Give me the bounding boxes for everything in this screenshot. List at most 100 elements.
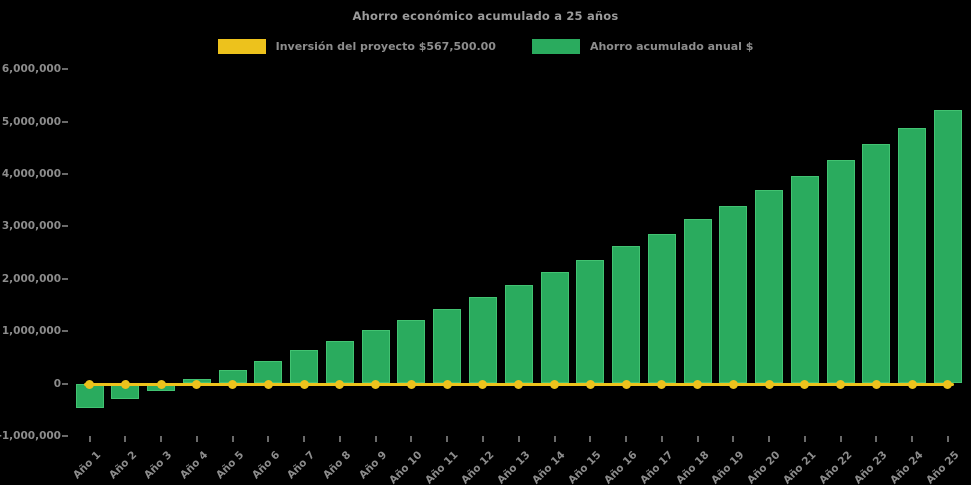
line-marker xyxy=(943,380,953,389)
line-marker xyxy=(585,380,595,389)
x-tick-mark xyxy=(660,436,663,442)
x-tick-mark xyxy=(160,436,163,442)
x-tick-mark xyxy=(481,436,484,442)
x-tick-label: Año 6 xyxy=(249,449,282,482)
y-tick-mark xyxy=(62,330,68,333)
line-marker xyxy=(228,380,238,389)
line-marker xyxy=(800,380,810,389)
x-tick-mark xyxy=(338,436,341,442)
x-tick-label: Año 24 xyxy=(888,449,926,485)
x-tick-label: Año 12 xyxy=(458,449,497,485)
x-tick-mark xyxy=(732,436,735,442)
x-tick-mark xyxy=(231,436,234,442)
bar xyxy=(862,144,891,384)
chart-title: Ahorro económico acumulado a 25 años xyxy=(352,9,619,23)
y-tick-mark xyxy=(62,172,68,175)
line-marker xyxy=(907,380,917,389)
bar xyxy=(826,160,855,384)
x-tick-label: Año 17 xyxy=(637,449,676,485)
x-tick-label: Año 2 xyxy=(106,449,139,482)
legend-swatch-ahorro xyxy=(531,39,580,54)
x-tick-mark xyxy=(303,436,306,442)
y-tick-label: 3,000,000 xyxy=(1,220,61,233)
x-tick-mark xyxy=(768,436,771,442)
x-tick-label: Año 7 xyxy=(285,449,318,482)
x-tick-mark xyxy=(267,436,270,442)
x-tick-label: Año 1 xyxy=(70,449,103,482)
x-tick-label: Año 4 xyxy=(177,449,211,482)
x-tick-label: Año 18 xyxy=(673,449,712,485)
line-marker xyxy=(263,380,273,389)
x-tick-mark xyxy=(88,436,91,442)
x-tick-mark xyxy=(911,436,914,442)
line-marker xyxy=(693,380,703,389)
x-tick-label: Año 25 xyxy=(923,449,962,485)
x-tick-label: Año 9 xyxy=(356,449,390,482)
legend-label-inversion: Inversión del proyecto $567,500.00 xyxy=(275,40,496,53)
y-tick-mark xyxy=(62,277,68,280)
y-tick-mark xyxy=(62,68,68,71)
bar xyxy=(540,272,569,384)
x-tick-label: Año 23 xyxy=(852,449,890,485)
chart-legend: Inversión del proyecto $567,500.00 Ahorr… xyxy=(0,39,971,54)
x-tick-mark xyxy=(625,436,628,442)
x-tick-mark xyxy=(374,436,377,442)
bar xyxy=(755,189,784,384)
y-tick-label: -1,000,000 xyxy=(0,429,61,442)
x-tick-label: Año 21 xyxy=(780,449,819,485)
y-tick-mark xyxy=(62,225,68,228)
x-tick-label: Año 10 xyxy=(387,449,425,485)
line-marker xyxy=(514,380,524,389)
line-marker xyxy=(120,380,130,389)
bar xyxy=(433,309,462,384)
y-tick-mark xyxy=(62,382,68,385)
bar xyxy=(290,350,319,384)
x-tick-mark xyxy=(875,436,878,442)
bar xyxy=(504,284,533,384)
bar xyxy=(898,127,927,384)
x-tick-label: Año 19 xyxy=(709,449,747,485)
bar xyxy=(647,233,676,384)
x-tick-mark xyxy=(446,436,449,442)
bar xyxy=(683,219,712,384)
y-tick-label: 2,000,000 xyxy=(1,272,61,285)
line-marker xyxy=(442,380,452,389)
x-tick-label: Año 20 xyxy=(745,449,783,485)
y-tick-label: 1,000,000 xyxy=(1,325,61,338)
legend-label-ahorro: Ahorro acumulado anual $ xyxy=(589,40,754,53)
x-tick-label: Año 14 xyxy=(530,449,569,485)
x-tick-label: Año 22 xyxy=(816,449,855,485)
y-tick-mark xyxy=(62,434,68,437)
line-marker xyxy=(871,380,881,389)
x-tick-label: Año 15 xyxy=(566,449,604,485)
line-marker xyxy=(299,380,309,389)
bar xyxy=(325,341,354,384)
line-marker xyxy=(192,380,202,389)
bar xyxy=(397,319,426,384)
line-marker xyxy=(85,380,94,389)
x-tick-label: Año 11 xyxy=(423,449,461,485)
x-tick-mark xyxy=(696,436,699,442)
y-tick-label: 6,000,000 xyxy=(1,63,61,76)
x-tick-label: Año 8 xyxy=(321,449,354,482)
y-tick-label: 4,000,000 xyxy=(1,167,61,180)
line-marker xyxy=(335,380,345,389)
line-marker xyxy=(836,380,846,389)
line-marker xyxy=(478,380,488,389)
x-tick-mark xyxy=(839,436,842,442)
line-marker xyxy=(764,380,774,389)
bar xyxy=(790,175,819,384)
x-tick-mark xyxy=(124,436,127,442)
y-tick-label: 0 xyxy=(53,377,61,390)
bar xyxy=(719,206,748,384)
bar xyxy=(576,259,605,384)
x-tick-mark xyxy=(195,436,198,442)
x-tick-mark xyxy=(803,436,806,442)
bar xyxy=(361,330,390,384)
x-tick-label: Año 3 xyxy=(142,449,175,482)
line-marker xyxy=(621,380,631,389)
x-tick-label: Año 13 xyxy=(494,449,533,485)
line-marker xyxy=(406,380,416,389)
line-marker xyxy=(728,380,738,389)
